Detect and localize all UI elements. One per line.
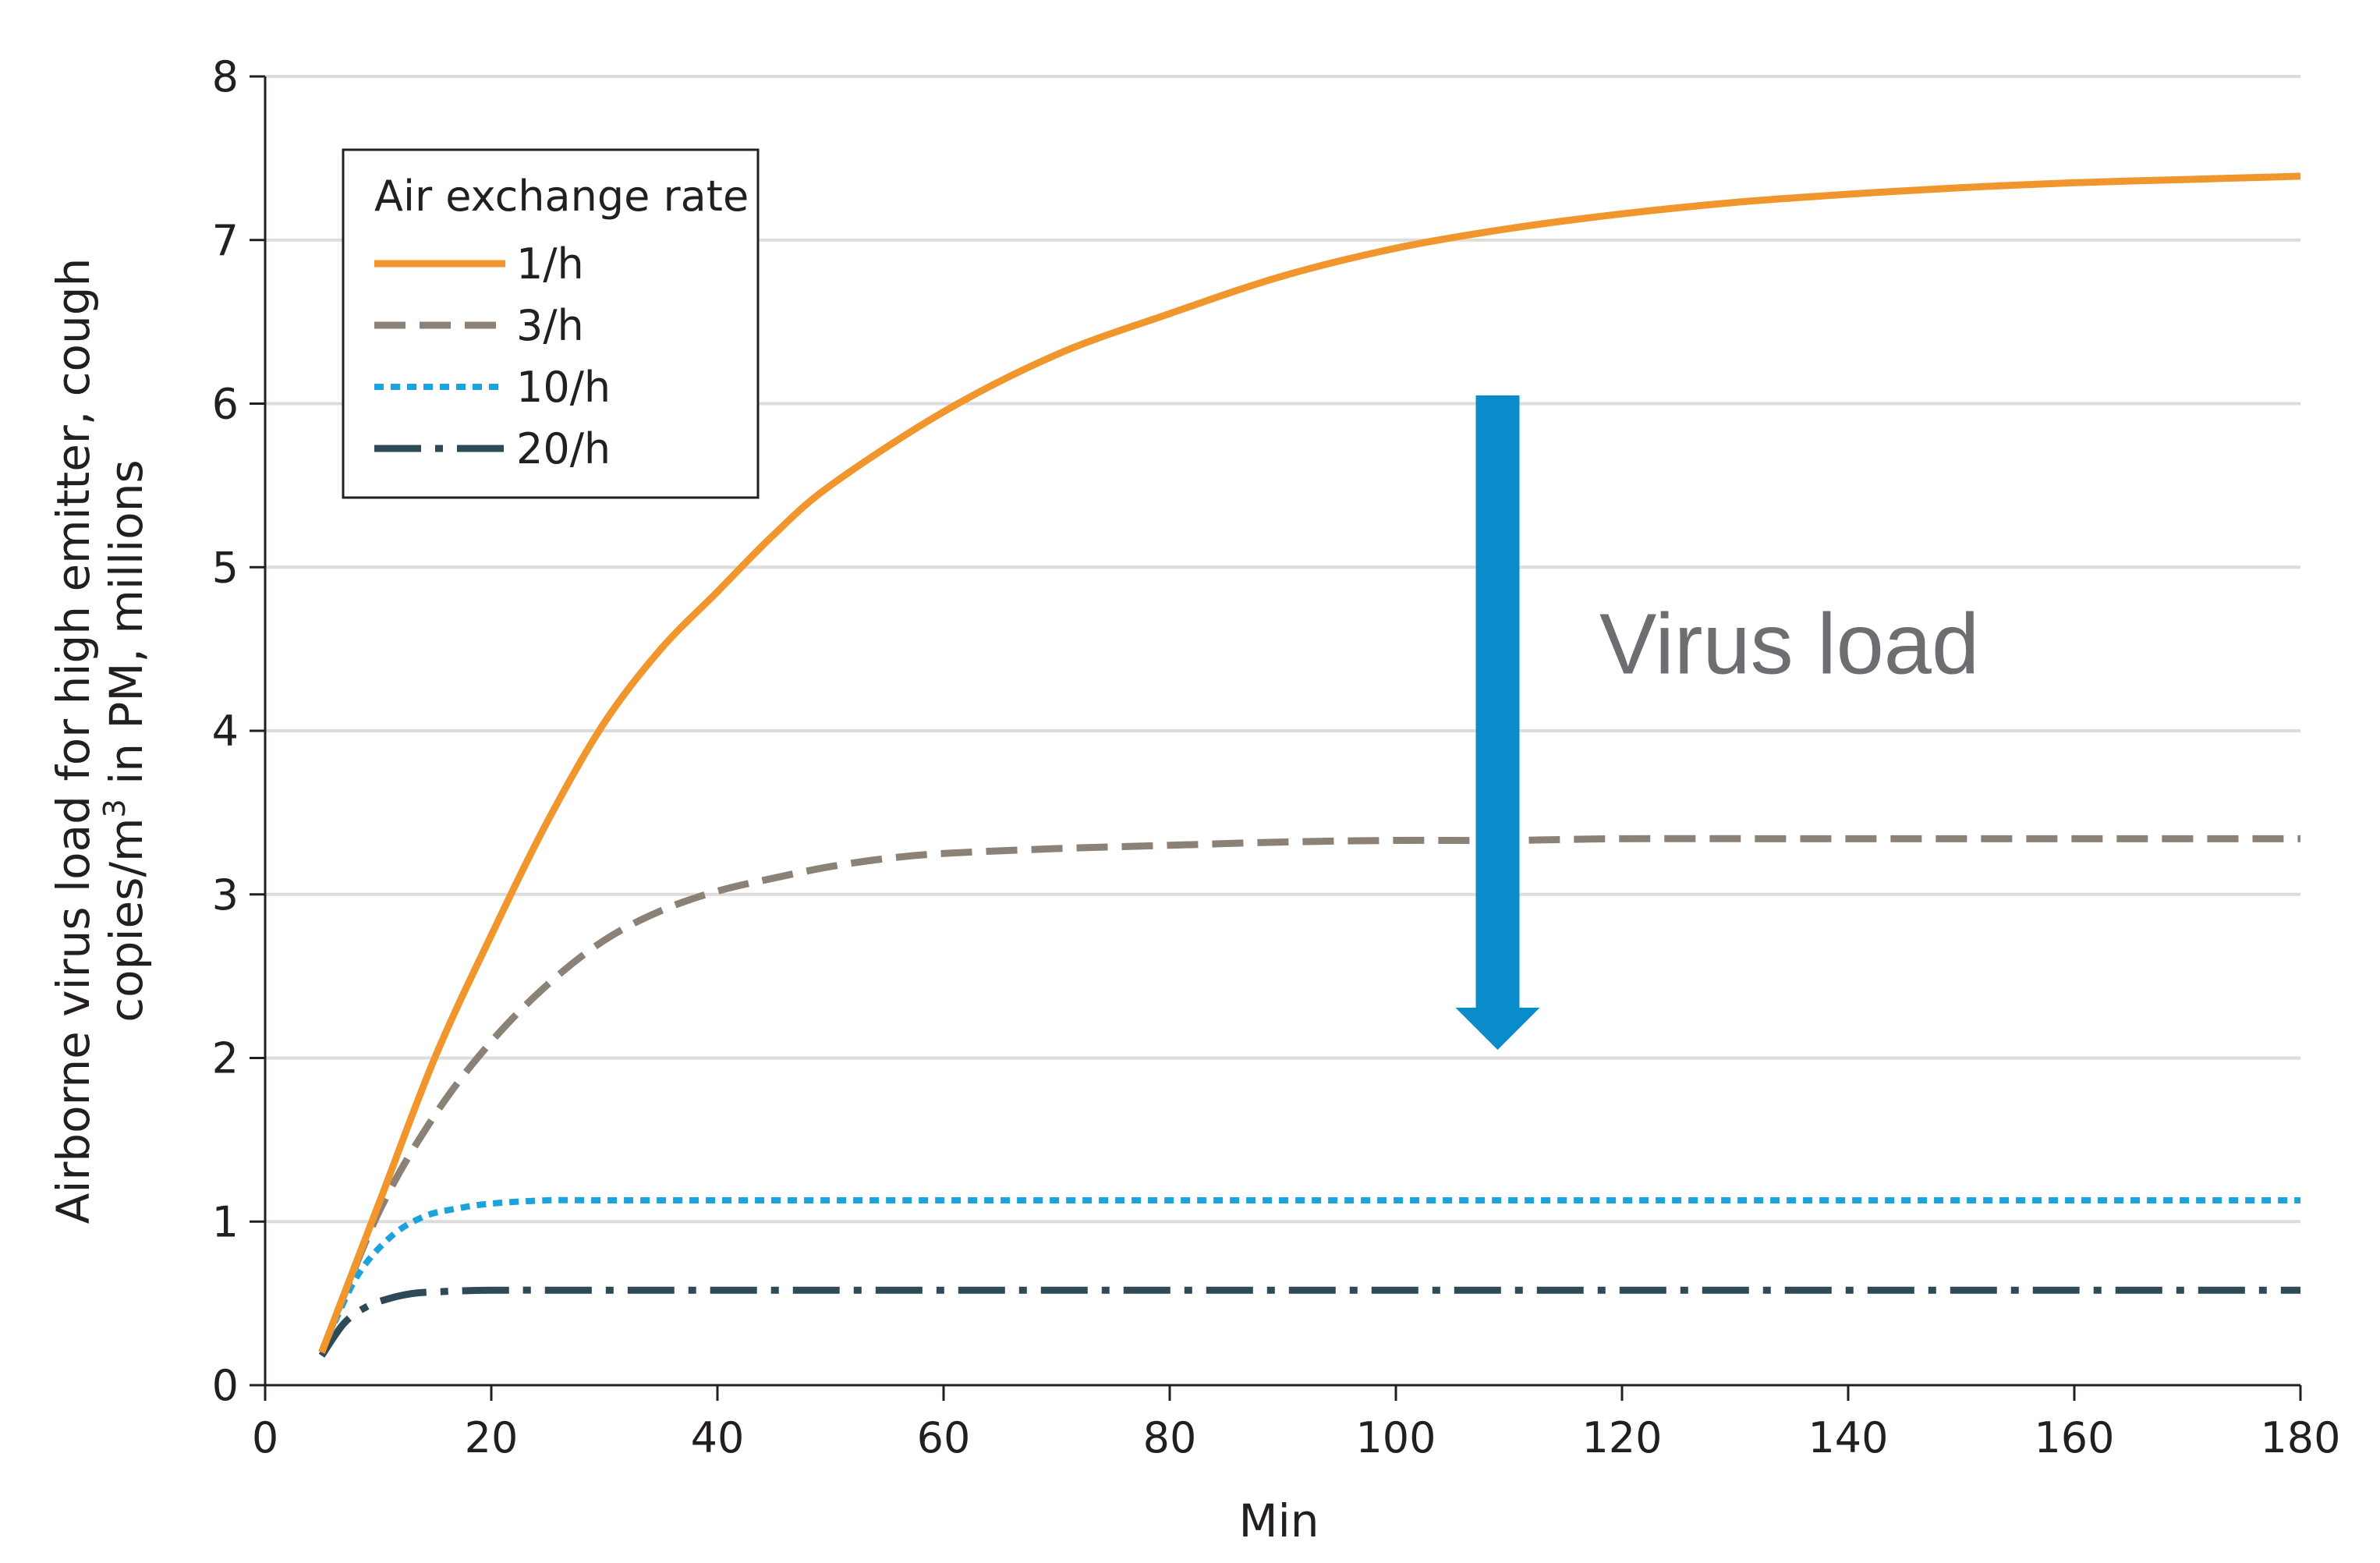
y-axis-title-line2-suffix: in PM, millions — [100, 459, 153, 799]
annotation-arrow-down — [1455, 395, 1540, 1051]
series-line-20-per-h — [318, 1286, 2300, 1358]
x-tick-label-20: 20 — [465, 1413, 519, 1462]
y-axis-title-line2-prefix: copies/m — [100, 818, 153, 1023]
y-tick-label-2: 2 — [212, 1034, 239, 1083]
svg-text:copies/m3 in PM, millions: copies/m3 in PM, millions — [97, 459, 153, 1023]
y-tick-label-7: 7 — [212, 216, 239, 265]
x-tick-label-0: 0 — [252, 1413, 278, 1462]
legend-label-3-per-h: 3/h — [516, 301, 584, 350]
x-tick-label-180: 180 — [2260, 1413, 2340, 1462]
legend: Air exchange rate 1/h 3/h 10/h 20/h — [342, 148, 760, 499]
y-tick-label-3: 3 — [212, 870, 239, 920]
x-tick-label-40: 40 — [691, 1413, 745, 1462]
y-tick-label-0: 0 — [212, 1361, 239, 1410]
annotation-virus-load: Virus load — [1599, 597, 1979, 693]
y-tick-label-8: 8 — [212, 52, 239, 101]
y-tick-label-5: 5 — [212, 543, 239, 592]
legend-label-1-per-h: 1/h — [516, 239, 584, 289]
y-tick-label-1: 1 — [212, 1197, 239, 1246]
x-tick-label-120: 120 — [1581, 1413, 1662, 1462]
y-axis-title-superscript: 3 — [97, 799, 132, 817]
x-tick-label-160: 160 — [2034, 1413, 2114, 1462]
x-tick-label-140: 140 — [1808, 1413, 1888, 1462]
series-line-10-per-h — [318, 1196, 2300, 1354]
series-line-3-per-h — [318, 835, 2300, 1354]
series-lines — [318, 172, 2301, 1358]
legend-title: Air exchange rate — [374, 172, 749, 221]
y-tick-label-4: 4 — [212, 707, 239, 756]
x-tick-label-80: 80 — [1143, 1413, 1197, 1462]
x-tick-label-60: 60 — [917, 1413, 971, 1462]
x-tick-label-100: 100 — [1355, 1413, 1436, 1462]
y-tick-label-6: 6 — [212, 380, 239, 429]
x-axis-title: Min — [1239, 1494, 1319, 1547]
legend-box — [342, 148, 760, 499]
legend-label-20-per-h: 20/h — [516, 424, 611, 473]
legend-label-10-per-h: 10/h — [516, 363, 611, 412]
svg-text:Airborne virus load for high e: Airborne virus load for high emitter, co… — [47, 258, 100, 1225]
y-axis-title: Airborne virus load for high emitter, co… — [47, 258, 153, 1225]
annotations: Virus load — [1455, 395, 1979, 1051]
series-line-1-per-h — [318, 172, 2301, 1354]
y-axis-title-line1: Airborne virus load for high emitter, co… — [47, 258, 100, 1225]
